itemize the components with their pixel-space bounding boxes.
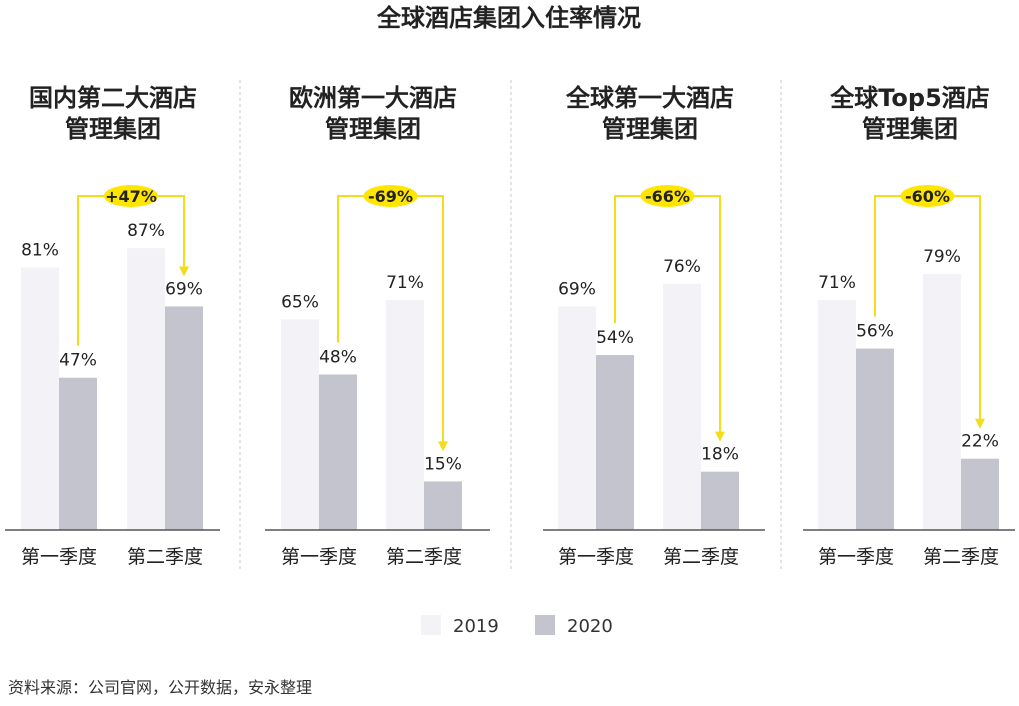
data-label: 65% xyxy=(281,292,319,312)
change-label: -66% xyxy=(645,187,690,206)
data-label: 71% xyxy=(818,273,856,293)
change-label: -60% xyxy=(905,187,950,206)
change-badge xyxy=(900,185,955,207)
bar-2019 xyxy=(21,267,59,530)
panel-title-line2: 管理集团 xyxy=(602,115,698,143)
category-label: 第二季度 xyxy=(923,546,999,568)
data-label: 81% xyxy=(21,241,59,261)
category-label: 第一季度 xyxy=(21,546,97,568)
data-label: 48% xyxy=(319,347,357,367)
panel-title-line1: 欧洲第一大酒店 xyxy=(289,84,457,112)
arrowhead-icon xyxy=(179,266,189,277)
data-label: 79% xyxy=(923,247,961,267)
category-label: 第二季度 xyxy=(663,546,739,568)
source-note: 资料来源：公司官网，公开数据，安永整理 xyxy=(8,678,312,697)
data-label: 54% xyxy=(596,328,634,348)
bar-2019 xyxy=(386,299,424,530)
panel-title-line2: 管理集团 xyxy=(65,115,161,143)
bar-2019 xyxy=(558,306,596,530)
bar-2020 xyxy=(165,306,203,530)
category-label: 第二季度 xyxy=(127,546,203,568)
data-label: 69% xyxy=(558,279,596,299)
arrowhead-icon xyxy=(975,418,985,429)
category-label: 第一季度 xyxy=(558,546,634,568)
legend-label-2019: 2019 xyxy=(453,616,499,637)
change-badge xyxy=(640,185,695,207)
bar-2019 xyxy=(663,283,701,530)
data-label: 18% xyxy=(701,445,739,465)
category-label: 第一季度 xyxy=(281,546,357,568)
bar-2020 xyxy=(59,377,97,530)
bar-2020 xyxy=(701,471,739,530)
panel-title-line1: 国内第二大酒店 xyxy=(29,84,197,112)
bar-2019 xyxy=(818,299,856,530)
legend-swatch-2020 xyxy=(535,615,555,635)
arrowhead-icon xyxy=(715,431,725,442)
data-label: 56% xyxy=(856,322,894,342)
panel-title-line1: 全球Top5酒店 xyxy=(829,84,990,112)
change-badge xyxy=(104,185,158,207)
change-label: +47% xyxy=(105,187,157,206)
category-label: 第二季度 xyxy=(386,546,462,568)
data-label: 69% xyxy=(165,279,203,299)
panel-title-line1: 全球第一大酒店 xyxy=(565,84,734,112)
bar-2020 xyxy=(961,458,999,530)
change-badge xyxy=(363,185,418,207)
data-label: 71% xyxy=(386,273,424,293)
panel-title-line2: 管理集团 xyxy=(325,115,421,143)
bar-2020 xyxy=(424,481,462,530)
bar-2020 xyxy=(856,348,894,530)
category-label: 第一季度 xyxy=(818,546,894,568)
arrowhead-icon xyxy=(438,441,448,452)
legend: 2019 2020 xyxy=(421,615,613,637)
bar-2019 xyxy=(923,274,961,530)
legend-label-2020: 2020 xyxy=(567,616,613,637)
bar-2019 xyxy=(281,319,319,530)
chart-title: 全球酒店集团入住率情况 xyxy=(376,4,641,32)
change-label: -69% xyxy=(368,187,413,206)
data-label: 47% xyxy=(59,351,97,371)
data-label: 87% xyxy=(127,221,165,241)
panel-title-line2: 管理集团 xyxy=(862,115,958,143)
legend-swatch-2019 xyxy=(421,615,441,635)
bar-2020 xyxy=(596,355,634,530)
data-label: 76% xyxy=(663,257,701,277)
data-label: 15% xyxy=(424,454,462,474)
data-label: 22% xyxy=(961,432,999,452)
bar-2020 xyxy=(319,374,357,530)
bar-2019 xyxy=(127,248,165,530)
